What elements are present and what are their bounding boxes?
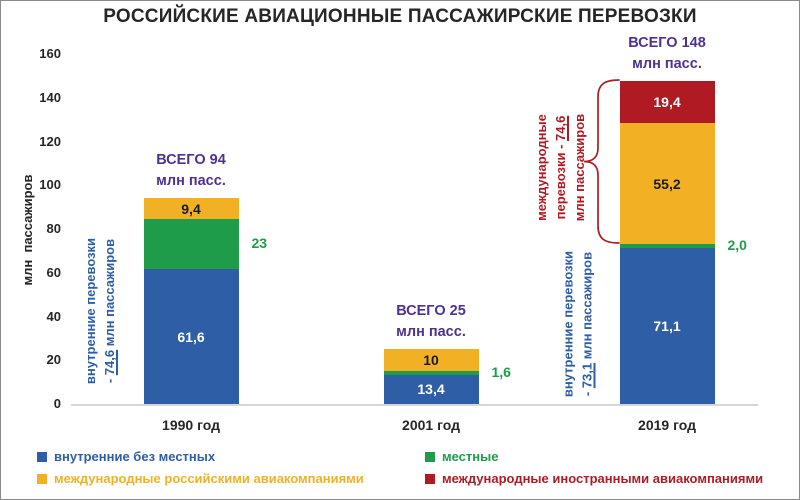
legend-item: международные российскими авиакомпаниями	[37, 471, 364, 486]
chart-title: РОССИЙСКИЕ АВИАЦИОННЫЕ ПАССАЖИРСКИЕ ПЕРЕ…	[103, 6, 697, 27]
bar-segment	[619, 244, 715, 249]
total-line2: млн пасс.	[632, 55, 702, 72]
annotation-line: перевозки - 74,6	[553, 115, 568, 220]
bar-value-label: 55,2	[653, 175, 681, 192]
bar-segment: 19,4	[619, 80, 715, 124]
bar-segment: 55,2	[619, 123, 715, 245]
annotation-domestic-1990: внутренние перевозки - 74,6 млн пассажир…	[81, 216, 121, 406]
total-label: ВСЕГО 25 млн пасс.	[366, 301, 496, 343]
y-tick-label: 140	[39, 89, 61, 105]
legend-label: местные	[442, 449, 499, 464]
legend-swatch	[425, 451, 435, 462]
y-tick-label: 160	[39, 46, 61, 61]
bar-segment	[383, 371, 479, 375]
bar-segment: 9,4	[143, 198, 239, 219]
bar-segment: 10	[383, 349, 479, 372]
annotation-line: внутренние перевозки	[560, 250, 576, 398]
bar-value-label-outside: 23	[251, 235, 268, 252]
brace-international-2019	[583, 79, 620, 244]
annotation-line: международные	[534, 114, 549, 221]
bar-value-label: 19,4	[653, 94, 681, 111]
legend-swatch	[37, 473, 47, 484]
y-tick-label: 20	[46, 352, 61, 368]
y-tick-label: 80	[46, 221, 61, 236]
annotation-domestic-2019: внутренние перевозки - 73,1 млн пассажир…	[559, 237, 599, 412]
bar-value-label-outside: 2,0	[727, 237, 747, 254]
annotation-line: внутренние перевозки	[83, 237, 98, 385]
bar-segment: 13,4	[383, 374, 479, 404]
bar-segment	[143, 218, 239, 270]
x-category-label: 2019 год	[638, 417, 696, 433]
total-line1: ВСЕГО 148	[628, 34, 706, 51]
bar-value-label: 10	[423, 352, 439, 369]
bar-value-label-outside: 1,6	[491, 363, 511, 380]
legend-label: международные российскими авиакомпаниями	[54, 471, 364, 486]
bar-value-label: 71,1	[653, 318, 681, 335]
legend-label: внутренние без местных	[54, 449, 216, 464]
y-tick-label: 60	[46, 264, 61, 280]
x-category-label: 1990 год	[162, 417, 220, 433]
total-line2: млн пасс.	[396, 324, 466, 341]
total-line1: ВСЕГО 94	[156, 152, 226, 169]
y-tick-label: 100	[39, 177, 61, 193]
legend-item: местные	[425, 449, 498, 464]
y-tick-label: 0	[53, 396, 61, 411]
total-label: ВСЕГО 94 млн пасс.	[126, 150, 256, 192]
y-tick-label: 40	[46, 308, 61, 324]
legend-item: международные иностранными авиакомпаниям…	[425, 471, 763, 486]
annotation-line: - 74,6 млн пассажиров	[102, 238, 117, 384]
legend-swatch	[425, 473, 435, 484]
y-tick-label: 120	[39, 133, 61, 149]
bar-value-label: 9,4	[181, 200, 201, 217]
bar-value-label: 61,6	[177, 328, 205, 345]
legend-swatch	[37, 451, 47, 462]
annotation-line: - 73,1 млн пассажиров	[579, 251, 595, 397]
x-axis-line	[71, 404, 758, 406]
total-line2: млн пасс.	[156, 173, 226, 190]
bar-segment: 71,1	[619, 248, 715, 404]
bar-segment: 61,6	[143, 269, 239, 404]
legend-label: международные иностранными авиакомпаниям…	[442, 471, 764, 486]
total-label: ВСЕГО 148 млн пасс.	[602, 33, 732, 75]
legend-item: внутренние без местных	[37, 449, 215, 464]
total-line1: ВСЕГО 25	[396, 303, 466, 320]
x-category-label: 2001 год	[402, 417, 460, 433]
bar-value-label: 13,4	[417, 381, 445, 398]
